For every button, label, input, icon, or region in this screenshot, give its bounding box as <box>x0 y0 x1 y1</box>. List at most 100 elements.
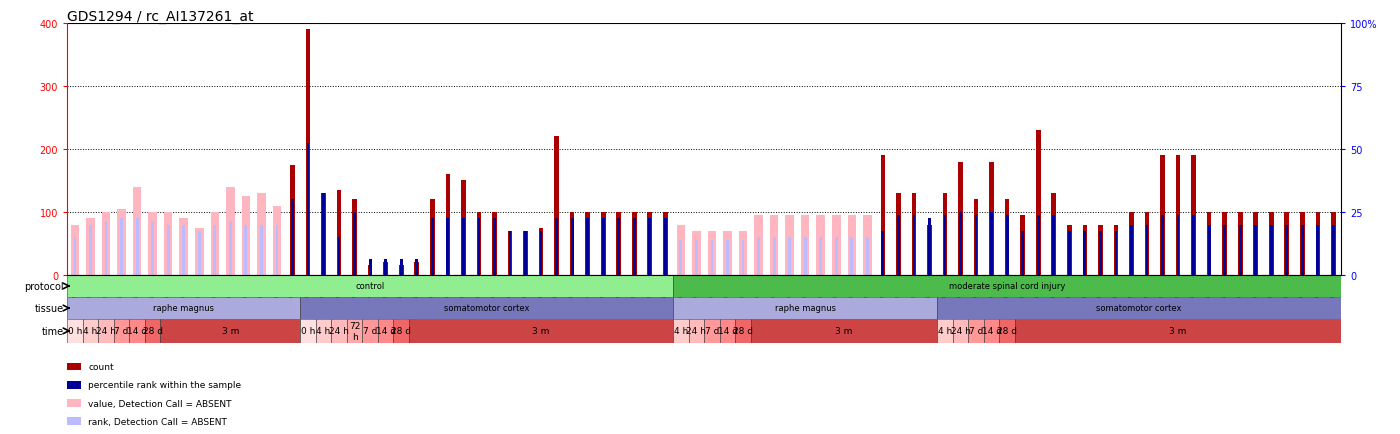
Bar <box>462 219 465 275</box>
Bar <box>332 319 347 343</box>
Bar <box>1268 212 1274 275</box>
Text: tissue: tissue <box>35 303 64 313</box>
Bar <box>87 219 95 275</box>
Text: raphe magnus: raphe magnus <box>153 304 214 313</box>
Bar <box>321 194 326 275</box>
Bar <box>182 225 185 275</box>
Bar <box>508 231 511 275</box>
Text: 14 d: 14 d <box>127 326 147 335</box>
Bar <box>1301 225 1303 275</box>
Bar <box>1113 225 1119 275</box>
Bar <box>1051 194 1056 275</box>
Bar <box>694 241 697 275</box>
Bar <box>118 209 126 275</box>
Bar <box>368 266 372 275</box>
Bar <box>720 319 735 343</box>
Bar <box>911 194 916 275</box>
Bar <box>1191 156 1196 275</box>
Bar <box>959 212 962 275</box>
Bar <box>431 219 434 275</box>
Bar <box>882 231 885 275</box>
Text: protocol: protocol <box>24 281 64 291</box>
Bar <box>447 219 449 275</box>
Bar <box>664 212 668 275</box>
Bar <box>416 260 419 275</box>
Bar <box>291 200 294 275</box>
Bar <box>195 228 203 275</box>
Bar <box>1331 225 1334 275</box>
Bar <box>213 225 216 275</box>
Bar <box>571 219 574 275</box>
Bar <box>1176 156 1180 275</box>
Bar <box>847 216 855 275</box>
Bar <box>1224 225 1226 275</box>
Bar <box>773 237 776 275</box>
Bar <box>347 319 363 343</box>
Text: 24 h: 24 h <box>951 326 970 335</box>
Text: somatomotor cortex: somatomotor cortex <box>1096 304 1182 313</box>
Bar <box>1022 231 1023 275</box>
Bar <box>984 319 1000 343</box>
Bar <box>554 137 559 275</box>
Bar <box>704 319 720 343</box>
Text: 3 m: 3 m <box>532 326 550 335</box>
Bar <box>1015 319 1341 343</box>
Bar <box>1208 225 1211 275</box>
Bar <box>524 231 526 275</box>
Bar <box>1176 216 1179 275</box>
Bar <box>707 231 717 275</box>
Bar <box>770 216 778 275</box>
Bar <box>74 237 77 275</box>
Bar <box>1161 216 1163 275</box>
Bar <box>276 225 279 275</box>
Bar <box>161 319 300 343</box>
Bar <box>307 143 309 275</box>
Bar <box>785 216 794 275</box>
Bar <box>164 212 172 275</box>
Bar <box>461 181 466 275</box>
Bar <box>953 319 969 343</box>
Text: 3 m: 3 m <box>836 326 853 335</box>
Bar <box>524 231 528 275</box>
Bar <box>724 231 732 275</box>
Bar <box>493 212 497 275</box>
Bar <box>409 319 673 343</box>
Text: 7 d: 7 d <box>363 326 378 335</box>
Bar <box>881 156 885 275</box>
Bar <box>974 216 977 275</box>
Bar <box>67 297 300 319</box>
Bar <box>476 212 482 275</box>
Bar <box>801 216 809 275</box>
Bar <box>105 222 108 275</box>
Bar <box>1021 216 1025 275</box>
Bar <box>133 187 141 275</box>
Text: 4 h: 4 h <box>938 326 952 335</box>
Bar <box>673 319 689 343</box>
Bar <box>129 319 144 343</box>
Bar <box>493 219 496 275</box>
Bar <box>664 219 666 275</box>
Bar <box>322 194 325 275</box>
Bar <box>1036 131 1040 275</box>
Bar <box>67 319 83 343</box>
Bar <box>225 187 235 275</box>
Bar <box>1067 225 1071 275</box>
Bar <box>974 200 979 275</box>
Bar <box>602 219 605 275</box>
Bar <box>647 212 652 275</box>
Bar <box>937 319 953 343</box>
Bar <box>1099 231 1102 275</box>
Bar <box>1301 212 1305 275</box>
Bar <box>739 231 748 275</box>
Bar <box>742 241 745 275</box>
Bar <box>98 319 113 343</box>
Text: 24 h: 24 h <box>686 326 707 335</box>
Bar <box>990 212 993 275</box>
Bar <box>928 219 931 275</box>
Bar <box>570 212 574 275</box>
Bar <box>633 219 636 275</box>
Bar <box>260 225 263 275</box>
Bar <box>1005 216 1008 275</box>
Bar <box>804 237 806 275</box>
Text: 4 h: 4 h <box>673 326 687 335</box>
